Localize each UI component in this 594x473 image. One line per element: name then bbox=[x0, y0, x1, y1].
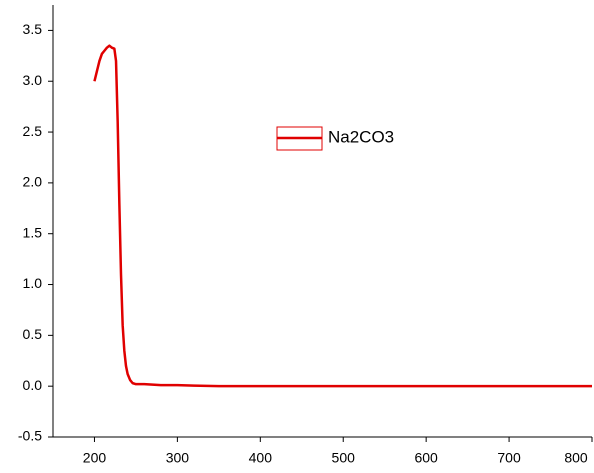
y-tick-label: 3.0 bbox=[23, 72, 43, 88]
y-tick-label: -0.5 bbox=[18, 428, 42, 444]
y-tick-label: 2.5 bbox=[23, 123, 43, 139]
y-tick-label: 0.5 bbox=[23, 326, 43, 342]
y-tick-label: 2.0 bbox=[23, 174, 43, 190]
y-tick-label: 1.0 bbox=[23, 275, 43, 291]
x-tick-label: 200 bbox=[83, 450, 107, 466]
x-tick-label: 800 bbox=[564, 450, 588, 466]
legend-label: Na2CO3 bbox=[328, 127, 394, 146]
y-tick-label: 0.0 bbox=[23, 377, 43, 393]
x-tick-label: 400 bbox=[249, 450, 273, 466]
x-tick-label: 300 bbox=[166, 450, 190, 466]
y-tick-label: 3.5 bbox=[23, 21, 43, 37]
data-line bbox=[93, 44, 592, 388]
x-tick-label: 600 bbox=[414, 450, 438, 466]
x-tick-label: 500 bbox=[332, 450, 356, 466]
x-tick-label: 700 bbox=[497, 450, 521, 466]
y-tick-label: 1.5 bbox=[23, 224, 43, 240]
